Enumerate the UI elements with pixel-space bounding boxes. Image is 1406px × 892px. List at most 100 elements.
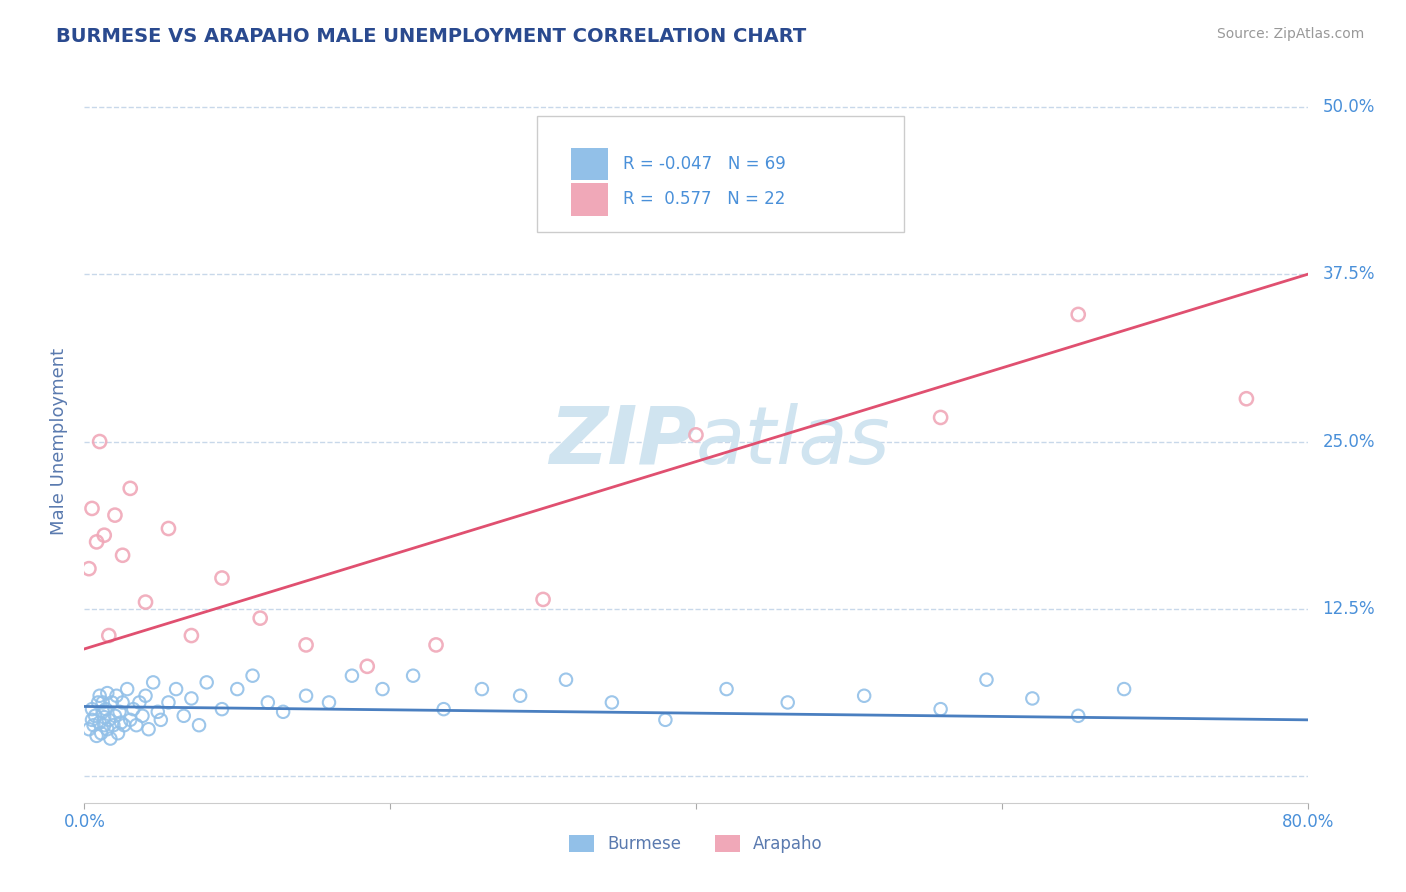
Point — [976, 673, 998, 687]
Point — [249, 611, 271, 625]
Point — [104, 508, 127, 523]
Point — [84, 708, 107, 723]
Point — [142, 675, 165, 690]
Point — [86, 535, 108, 549]
Point — [157, 696, 180, 710]
Point — [77, 723, 100, 737]
Point — [110, 715, 132, 730]
Point — [111, 696, 134, 710]
Point — [195, 675, 218, 690]
Text: 12.5%: 12.5% — [1322, 599, 1375, 618]
FancyBboxPatch shape — [537, 116, 904, 232]
Point — [654, 713, 676, 727]
Point — [180, 629, 202, 643]
Text: R =  0.577   N = 22: R = 0.577 N = 22 — [623, 191, 785, 209]
Point — [91, 705, 114, 719]
Point — [96, 686, 118, 700]
Point — [929, 410, 952, 425]
Point — [80, 501, 103, 516]
Point — [138, 723, 160, 737]
Point — [853, 689, 876, 703]
Point — [97, 713, 120, 727]
Point — [87, 696, 110, 710]
Point — [433, 702, 456, 716]
FancyBboxPatch shape — [571, 148, 607, 180]
Y-axis label: Male Unemployment: Male Unemployment — [51, 348, 69, 535]
Point — [318, 696, 340, 710]
Point — [83, 718, 105, 732]
Legend: Burmese, Arapaho: Burmese, Arapaho — [562, 828, 830, 860]
Point — [97, 629, 120, 643]
Point — [211, 702, 233, 716]
Point — [149, 713, 172, 727]
Text: atlas: atlas — [696, 402, 891, 481]
Point — [108, 705, 131, 719]
Point — [131, 708, 153, 723]
Point — [471, 681, 494, 696]
Point — [120, 713, 142, 727]
Point — [1067, 307, 1090, 322]
Text: R = -0.047   N = 69: R = -0.047 N = 69 — [623, 155, 786, 173]
Point — [371, 681, 394, 696]
Point — [211, 571, 233, 585]
Point — [135, 689, 157, 703]
Point — [93, 710, 115, 724]
Point — [120, 482, 142, 496]
Point — [112, 718, 135, 732]
Text: BURMESE VS ARAPAHO MALE UNEMPLOYMENT CORRELATION CHART: BURMESE VS ARAPAHO MALE UNEMPLOYMENT COR… — [56, 27, 807, 45]
Point — [107, 726, 129, 740]
Point — [90, 726, 112, 740]
FancyBboxPatch shape — [571, 183, 607, 216]
Point — [80, 713, 103, 727]
Text: 25.0%: 25.0% — [1322, 433, 1375, 450]
Text: 50.0%: 50.0% — [1322, 98, 1375, 116]
Point — [242, 669, 264, 683]
Point — [295, 638, 318, 652]
Point — [80, 702, 103, 716]
Text: ZIP: ZIP — [548, 402, 696, 481]
Text: 37.5%: 37.5% — [1322, 265, 1375, 284]
Point — [180, 691, 202, 706]
Point — [89, 689, 111, 703]
Point — [716, 681, 738, 696]
Point — [105, 689, 128, 703]
Point — [257, 696, 280, 710]
Point — [77, 562, 100, 576]
Point — [1236, 392, 1258, 406]
Point — [555, 673, 578, 687]
Point — [101, 696, 124, 710]
Point — [94, 702, 117, 716]
Point — [93, 528, 115, 542]
Point — [157, 521, 180, 535]
Point — [173, 708, 195, 723]
Point — [91, 696, 114, 710]
Point — [115, 681, 138, 696]
Point — [103, 718, 125, 732]
Point — [776, 696, 799, 710]
Point — [165, 681, 187, 696]
Point — [93, 718, 115, 732]
Point — [1114, 681, 1136, 696]
Text: Source: ZipAtlas.com: Source: ZipAtlas.com — [1216, 27, 1364, 41]
Point — [188, 718, 211, 732]
Point — [146, 705, 169, 719]
Point — [104, 708, 127, 723]
Point — [531, 592, 554, 607]
Point — [96, 723, 118, 737]
Point — [89, 715, 111, 730]
Point — [929, 702, 952, 716]
Point — [295, 689, 318, 703]
Point — [271, 705, 294, 719]
Point — [226, 681, 249, 696]
Point — [125, 718, 148, 732]
Point — [685, 428, 707, 442]
Point — [98, 731, 121, 746]
Point — [340, 669, 363, 683]
Point — [135, 595, 157, 609]
Point — [122, 702, 145, 716]
Point — [425, 638, 447, 652]
Point — [600, 696, 623, 710]
Point — [128, 696, 150, 710]
Point — [1021, 691, 1043, 706]
Point — [1067, 708, 1090, 723]
